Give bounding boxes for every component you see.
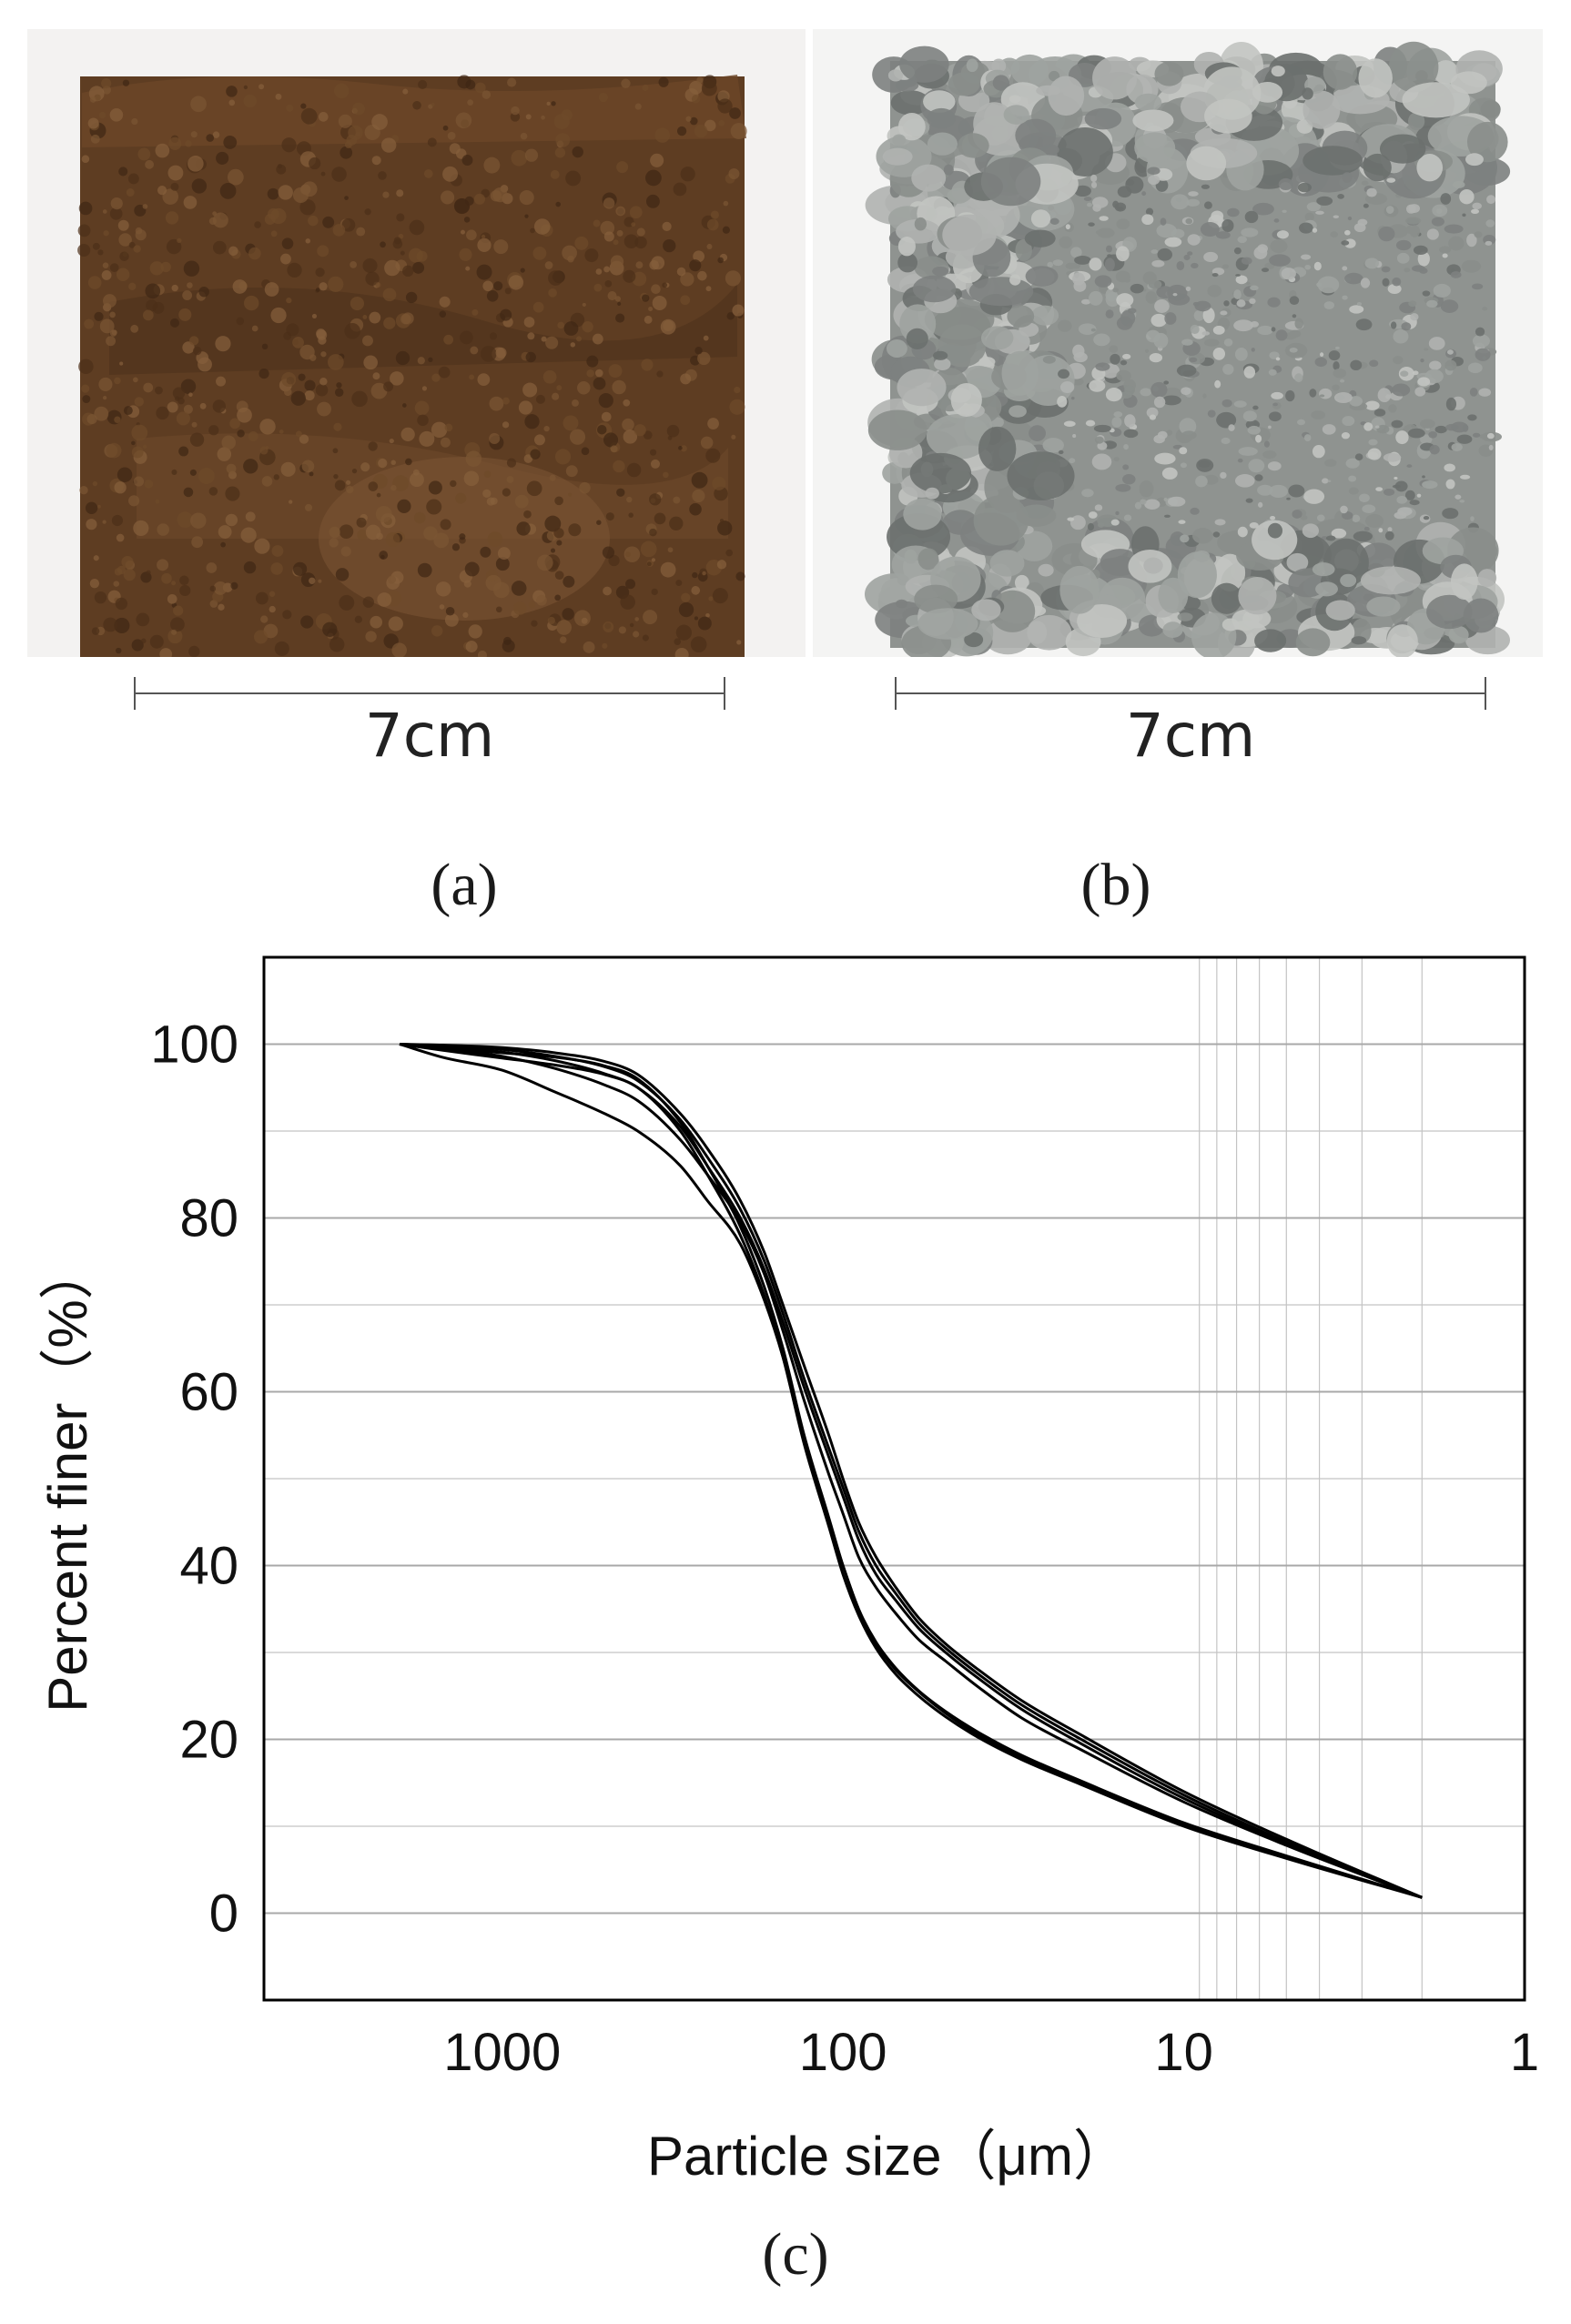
panel-label-c: (c) xyxy=(762,2221,829,2288)
x-tick-label: 100 xyxy=(799,2023,887,2082)
y-tick-label: 80 xyxy=(179,1189,238,1248)
chart-grid xyxy=(264,956,1525,2001)
y-axis-label: Percent finer（%） xyxy=(37,1245,98,1713)
scale-label-b: 7cm xyxy=(1125,701,1256,771)
grading-curve-1 xyxy=(399,1043,1423,1899)
y-tick-label: 0 xyxy=(209,1884,238,1944)
y-tick-label: 60 xyxy=(179,1363,238,1422)
y-tick-label: 100 xyxy=(150,1015,238,1075)
soil-sample-photo xyxy=(27,29,806,657)
grading-curve-3 xyxy=(399,1043,1423,1899)
scale-bar-a: 7cm xyxy=(129,673,730,771)
x-axis-label: Particle size（μm） xyxy=(647,2126,1128,2187)
grading-curve-2 xyxy=(399,1043,1423,1899)
y-tick-label: 40 xyxy=(179,1537,238,1596)
panel-label-b: (b) xyxy=(1080,852,1151,918)
x-tick-labels: 1000 100 10 1 xyxy=(443,2023,1539,2082)
x-tick-label: 1 xyxy=(1510,2023,1539,2082)
grading-curve-5 xyxy=(399,1043,1423,1899)
grading-curve-7 xyxy=(399,1043,1423,1899)
scale-bar-b: 7cm xyxy=(890,673,1491,771)
x-tick-label: 1000 xyxy=(443,2023,561,2082)
plot-frame xyxy=(262,955,1526,2002)
grading-curve-4 xyxy=(399,1043,1423,1899)
particle-size-chart: 0 20 40 60 80 100 1000 100 10 1 Particle size（μm… xyxy=(37,955,1539,2187)
scale-label-a: 7cm xyxy=(364,701,495,771)
y-tick-label: 20 xyxy=(179,1711,238,1770)
chart-curves xyxy=(399,1043,1423,1899)
gravel-sample-photo xyxy=(813,29,1543,657)
y-tick-labels: 0 20 40 60 80 100 xyxy=(150,1015,238,1944)
panel-label-a: (a) xyxy=(431,852,498,918)
grading-curve-6 xyxy=(399,1043,1423,1899)
x-tick-label: 10 xyxy=(1154,2023,1213,2082)
